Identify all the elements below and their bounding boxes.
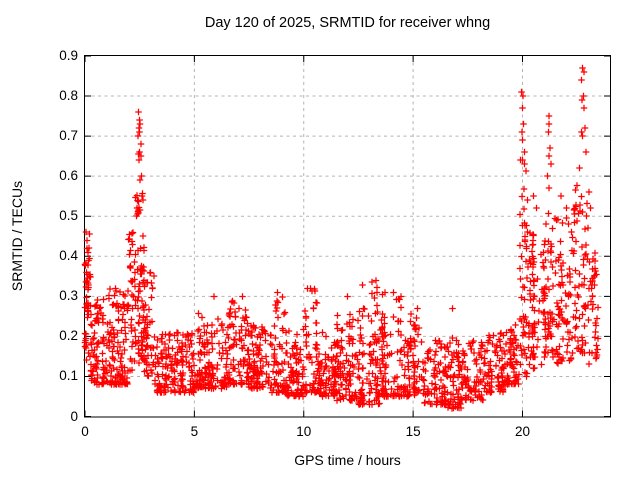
y-tick-label: 0 <box>70 408 78 424</box>
x-tick-label: 10 <box>296 424 312 439</box>
x-tick-label: 20 <box>514 424 531 439</box>
x-tick-label: 15 <box>405 424 421 439</box>
axis-ticks <box>84 55 610 417</box>
y-tick-label: 0.8 <box>59 88 78 104</box>
y-tick-label: 0.9 <box>59 48 78 63</box>
y-tick-label: 0.1 <box>59 368 78 384</box>
y-tick-label: 0.7 <box>59 128 78 144</box>
chart-title: Day 120 of 2025, SRMTID for receiver whn… <box>204 15 491 31</box>
x-tick-label: 5 <box>190 424 199 439</box>
y-tick-label: 0.6 <box>59 168 78 184</box>
scatter-points <box>81 64 602 412</box>
x-tick-label: 0 <box>81 424 89 439</box>
y-tick-label: 0.4 <box>59 248 78 264</box>
y-tick-label: 0.2 <box>59 328 78 344</box>
y-tick-label: 0.3 <box>59 288 78 304</box>
plot-border <box>84 55 611 418</box>
y-tick-label: 0.5 <box>59 208 78 224</box>
x-axis-label: GPS time / hours <box>294 452 401 468</box>
